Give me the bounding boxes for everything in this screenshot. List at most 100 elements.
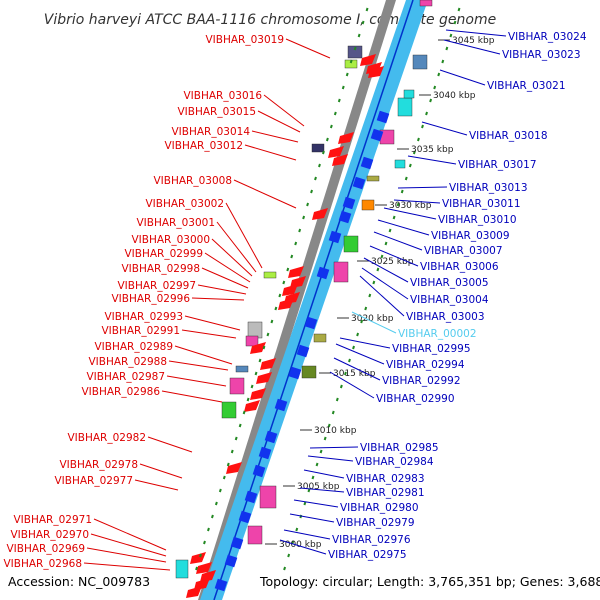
right-track-dash (303, 501, 307, 506)
gene-label-right: VIBHAR_02995 (392, 343, 471, 355)
right-leader-line (359, 275, 405, 317)
gene-label-left: VIBHAR_03002 (145, 198, 224, 210)
gene-arrow (282, 284, 298, 296)
left-leader-line (168, 360, 229, 371)
left-track-dash (333, 111, 337, 116)
right-track-dash (299, 514, 303, 519)
gene-label-left: VIBHAR_02988 (88, 356, 167, 368)
left-leader-line (174, 345, 233, 365)
kbp-label: 3010 kbp (314, 426, 357, 436)
gene-label-right: VIBHAR_03005 (410, 277, 489, 289)
right-track-dash (412, 150, 416, 155)
right-track-dash (368, 293, 372, 298)
gene-box (333, 261, 349, 283)
right-track-dash (327, 423, 331, 428)
right-leader-line (363, 257, 409, 283)
gene-arrow (196, 562, 212, 574)
right-leader-line (309, 446, 359, 449)
right-leader-line (361, 267, 409, 300)
gene-block (370, 128, 384, 142)
gene-box (313, 333, 327, 343)
left-track-dash (282, 280, 286, 285)
gene-block (274, 398, 288, 412)
gene-arrow (200, 570, 216, 582)
gene-label-left: VIBHAR_03016 (183, 90, 262, 102)
gene-block (244, 490, 258, 504)
gene-label-left: VIBHAR_02996 (111, 293, 190, 305)
gene-arrow (332, 154, 348, 166)
right-leader-line (443, 39, 501, 55)
left-leader-line (216, 221, 257, 273)
gene-box (221, 401, 237, 419)
gene-arrow (226, 462, 242, 474)
gene-label-right: VIBHAR_03011 (442, 198, 521, 210)
left-track-dash (218, 488, 222, 493)
left-track-dash (238, 423, 242, 428)
left-leader-line (166, 375, 227, 387)
gene-arrow (328, 146, 344, 158)
gene-label-left: VIBHAR_02971 (13, 514, 92, 526)
left-track-dash (290, 254, 294, 259)
left-track-dash (349, 59, 353, 64)
right-track-dash (376, 267, 380, 272)
kbp-label: 3035 kbp (411, 145, 454, 155)
gene-arrow (244, 400, 260, 412)
gene-block (258, 446, 272, 460)
right-track-dash (311, 475, 315, 480)
right-track-dash (429, 98, 433, 103)
gene-block (296, 344, 310, 358)
left-track-dash (242, 410, 246, 415)
gene-box (397, 97, 413, 117)
gene-label-right: VIBHAR_02976 (332, 534, 411, 546)
gene-box (247, 321, 263, 339)
left-track-dash (222, 475, 226, 480)
gene-label-left: VIBHAR_02977 (54, 475, 133, 487)
right-track-dash (433, 85, 437, 90)
gene-label-right: VIBHAR_02979 (336, 517, 415, 529)
right-track-dash (315, 462, 319, 467)
gene-label-left: VIBHAR_02986 (81, 386, 160, 398)
gene-label-left: VIBHAR_02978 (59, 459, 138, 471)
left-leader-line (83, 562, 171, 571)
gene-block (338, 210, 352, 224)
gene-arrow (312, 208, 328, 220)
left-leader-line (93, 518, 167, 551)
left-track-dash (234, 436, 238, 441)
right-track-dash (453, 20, 457, 25)
gene-arrow (368, 66, 384, 78)
right-track-dash (457, 7, 461, 12)
right-track-dash (283, 566, 287, 571)
gene-box (247, 525, 263, 545)
right-track-dash (384, 241, 388, 246)
gene-arrow (186, 586, 202, 598)
right-track-dash (352, 345, 355, 350)
right-leader-line (329, 371, 375, 399)
gene-label-left: VIBHAR_02991 (101, 325, 180, 337)
gene-box (175, 559, 189, 579)
gene-label-left: VIBHAR_02999 (124, 248, 203, 260)
left-leader-line (225, 202, 263, 269)
right-leader-line (383, 207, 437, 220)
gene-label-right: VIBHAR_03004 (410, 294, 489, 306)
right-leader-line (351, 311, 397, 334)
gene-arrow (288, 266, 304, 278)
gene-arrow (250, 388, 266, 400)
gene-label-right: VIBHAR_03023 (502, 49, 581, 61)
gene-box (419, 0, 433, 7)
gene-label-left: VIBHAR_02998 (121, 263, 200, 275)
right-track-dash (331, 410, 335, 415)
gene-label-left: VIBHAR_02969 (6, 543, 85, 555)
right-track-dash (437, 72, 441, 77)
gene-block (328, 230, 342, 244)
left-track-dash (274, 306, 278, 311)
gene-block (224, 554, 238, 568)
gene-box (347, 45, 363, 59)
right-track-dash (295, 527, 299, 532)
kbp-label: 3025 kbp (371, 257, 414, 267)
right-track-dash (396, 202, 400, 207)
left-track-dash (353, 46, 357, 51)
right-track-dash (364, 306, 368, 311)
left-track-dash (214, 501, 218, 506)
left-track-dash (361, 20, 365, 25)
left-leader-line (134, 479, 179, 491)
